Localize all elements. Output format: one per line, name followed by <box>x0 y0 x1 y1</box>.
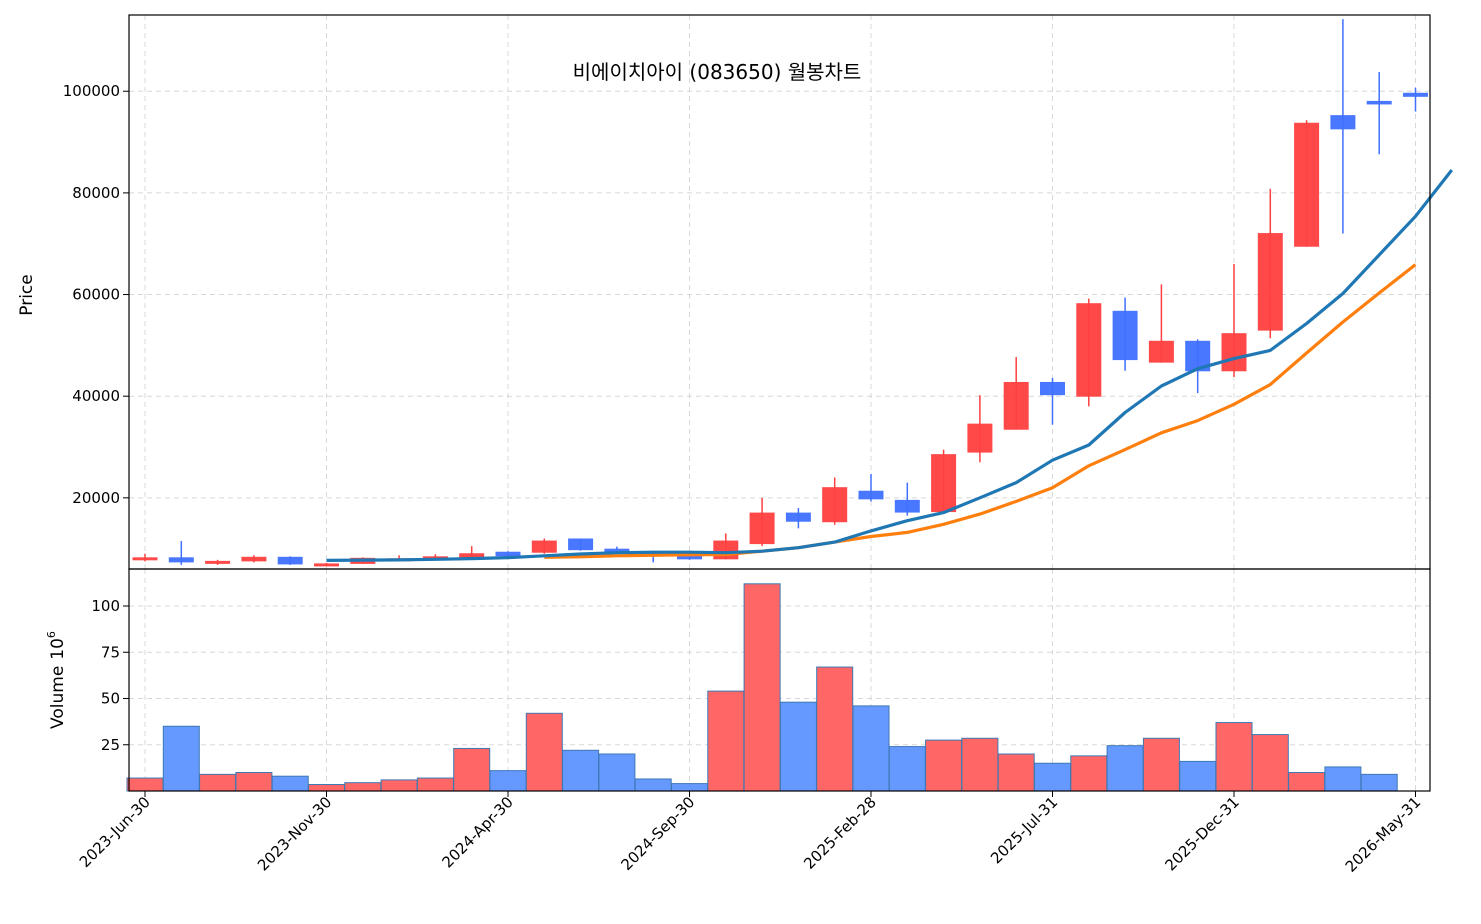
volume-bar <box>344 782 382 792</box>
volume-bar <box>199 773 237 792</box>
ma-long-line <box>544 263 1417 559</box>
candle-body <box>1221 333 1247 372</box>
volume-bar <box>634 778 672 792</box>
candle-body <box>1003 381 1029 430</box>
volume-axis-label-exponent: 6 <box>45 631 58 638</box>
candle-body <box>277 556 303 565</box>
candle-body <box>168 557 194 563</box>
ma-short-line <box>326 169 1454 562</box>
volume-bar <box>1288 772 1326 792</box>
volume-bar <box>707 690 745 792</box>
volume-bar <box>416 777 454 792</box>
price-tick-label: 80000 <box>72 184 120 202</box>
volume-bar <box>453 747 491 792</box>
candles <box>132 19 1428 567</box>
volume-axis-label-text: Volume <box>48 666 68 729</box>
volume-bar <box>888 746 926 792</box>
volume-bar <box>562 749 600 792</box>
volume-bar <box>961 737 999 792</box>
price-tick-label: 40000 <box>72 387 120 405</box>
volume-bar <box>671 783 708 792</box>
chart-title: 비에이치아이 (083650) 월봉차트 <box>573 60 862 84</box>
candle-body <box>785 512 811 522</box>
candle-body <box>314 563 339 567</box>
volume-axis-label: Volume 106 <box>45 631 68 729</box>
volume-bar <box>1070 755 1108 792</box>
candle-body <box>1403 92 1428 97</box>
volume-bar <box>162 725 200 792</box>
candle-body <box>894 499 920 513</box>
volume-tick-label: 75 <box>101 643 120 661</box>
volume-bar <box>126 777 164 792</box>
candle-body <box>1148 340 1174 363</box>
volume-bar <box>1251 734 1289 792</box>
candle-body <box>495 551 521 557</box>
candle-body <box>1257 233 1283 331</box>
candle-body <box>858 490 884 500</box>
volume-axis-label-base: 10 <box>48 638 68 660</box>
candle-body <box>568 538 594 551</box>
volume-bar <box>997 753 1035 792</box>
price-axis-ticks: 20000 40000 60000 80000 100000 <box>63 82 129 507</box>
volume-tick-label: 100 <box>91 597 120 615</box>
volume-bar <box>271 775 309 792</box>
candle-body <box>531 540 557 553</box>
price-axis-label: Price <box>17 274 37 315</box>
volume-bar <box>380 779 418 792</box>
volume-panel-frame <box>128 568 1431 792</box>
volume-bar <box>1179 760 1217 792</box>
candle-body <box>205 560 231 564</box>
volume-bar <box>1106 745 1144 792</box>
volume-bar <box>852 705 890 792</box>
candle-body <box>1330 115 1356 130</box>
volume-bar <box>598 753 636 792</box>
volume-bar <box>816 666 854 792</box>
candle-body <box>822 487 848 523</box>
volume-tick-label: 25 <box>101 736 120 754</box>
candle-body <box>1112 310 1138 361</box>
volume-bar <box>1324 766 1362 792</box>
volume-bar <box>743 583 781 792</box>
candle-body <box>1040 381 1065 396</box>
candle-body <box>241 556 267 562</box>
candle-body <box>749 512 775 545</box>
candle-body <box>1076 303 1102 397</box>
volume-bar <box>1215 722 1253 792</box>
moving-average-lines <box>326 169 1454 562</box>
candle-body <box>967 423 993 453</box>
volume-bar <box>1142 737 1180 792</box>
price-tick-label: 100000 <box>63 82 120 100</box>
volume-bars <box>126 583 1398 792</box>
candle-body <box>931 454 957 513</box>
volume-tick-label: 50 <box>101 690 120 708</box>
volume-axis-ticks: 25 50 75 100 <box>91 597 129 754</box>
candle-body <box>1294 122 1320 247</box>
volume-bar <box>489 770 527 792</box>
volume-bar <box>525 712 563 792</box>
volume-bar <box>308 784 345 792</box>
volume-bar <box>779 701 817 792</box>
price-tick-label: 60000 <box>72 286 120 304</box>
volume-bar <box>235 772 273 792</box>
candle-body <box>132 557 158 561</box>
candle-body <box>1366 100 1392 105</box>
price-tick-label: 20000 <box>72 489 120 507</box>
volume-bar <box>1034 762 1071 792</box>
volume-bar <box>1360 773 1398 792</box>
volume-bar <box>925 739 963 792</box>
